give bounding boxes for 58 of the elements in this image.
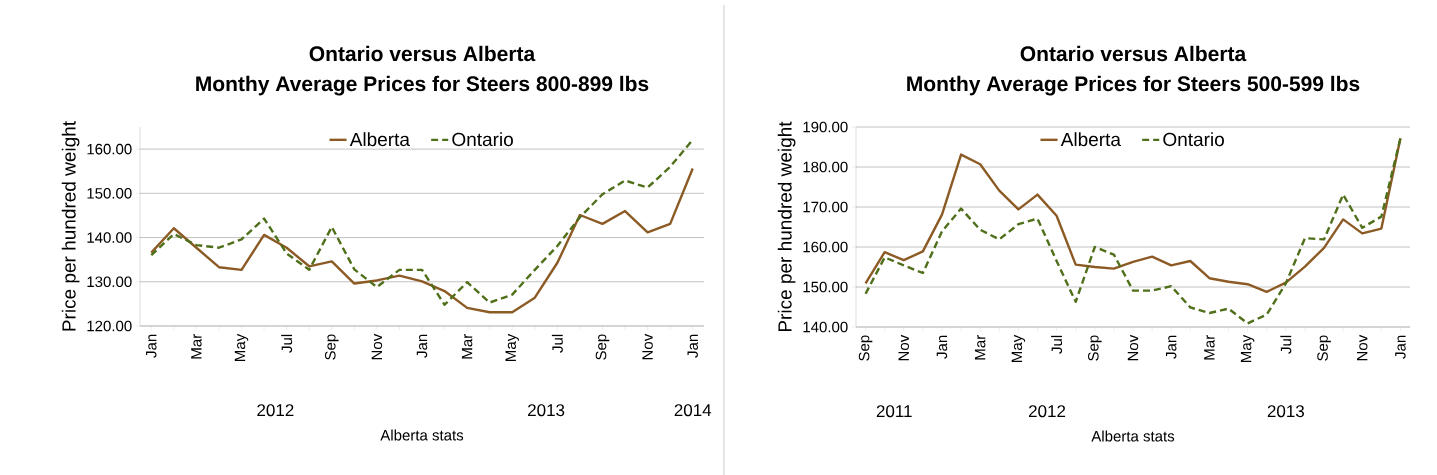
y-tick-label: 160.00 [87,143,132,155]
chart-subtitle: Monthy Average Prices for Steers 500-599 lbs [907,75,1360,96]
y-tick-label: 140.00 [803,321,848,333]
y-tick-label: 190.00 [803,121,848,133]
y-tick-label: 150.00 [87,188,132,199]
x-tick-label: Nov [1127,334,1139,361]
chart-title: Ontario versus Alberta [309,45,536,62]
y-axis-title: Price per hundred weight [61,121,80,331]
text: 2014 [674,404,712,417]
x-tick-label: Jan [146,334,157,358]
y-tick-label: 120.00 [87,320,132,332]
chart-title: Ontario versus Alberta [1020,45,1247,62]
y-tick-label: 160.00 [803,241,848,253]
x-tick-label: Mar [1204,335,1215,360]
text: 2013 [1267,405,1304,418]
text: 2012 [257,404,294,417]
y-tick-label: 140.00 [87,232,132,243]
x-tick-label: Jul [281,334,293,353]
x-tick-label: May [1240,334,1255,362]
x-tick-label: Mar [191,334,202,359]
y-tick-label: 170.00 [803,201,848,213]
x-tick-label: May [234,333,249,361]
x-tick-label: Sep [324,334,339,360]
text: 2012 [1029,405,1066,418]
x-tick-label: Nov [642,333,653,360]
x-tick-label: Nov [1357,334,1368,361]
x-axis-title: Alberta stats [1091,430,1175,442]
chart-subtitle: Monthy Average Prices for Steers 800-899 lbs [196,75,649,96]
legend-label: Alberta [1060,132,1121,147]
x-tick-label: May [1011,334,1026,362]
line-series [150,167,694,314]
x-axis-title: Alberta stats [380,429,464,441]
x-tick-label: Jan [1165,335,1177,359]
x-tick-label: Sep [858,335,873,361]
x-tick-label: Jan [1395,335,1406,359]
x-tick-label: Nov [371,333,383,360]
x-tick-label: Nov [898,334,909,361]
x-tick-label: Mar [974,335,986,360]
y-tick-label: 130.00 [87,276,132,288]
y-tick-label: 180.00 [803,161,848,173]
x-tick-label: Jul [551,334,563,353]
x-tick-label: Mar [461,334,473,359]
legend-label: Ontario [1163,132,1224,147]
x-tick-label: May [505,333,519,361]
y-axis-title: Price per hundred weight [777,121,796,332]
x-tick-label: Jul [1280,335,1292,354]
x-tick-label: Jan [936,335,948,359]
y-tick-label: 150.00 [803,281,848,293]
legend-label: Ontario [452,132,513,147]
x-tick-label: Jan [687,334,698,358]
legend-label: Alberta [349,132,410,147]
x-tick-label: Sep [595,334,610,360]
text: 2011 [876,405,912,418]
text: 2013 [528,404,565,417]
x-tick-label: Jan [416,334,428,358]
x-tick-label: Sep [1088,335,1102,361]
x-tick-label: Sep [1317,335,1331,361]
x-tick-label: Jul [1051,335,1063,354]
